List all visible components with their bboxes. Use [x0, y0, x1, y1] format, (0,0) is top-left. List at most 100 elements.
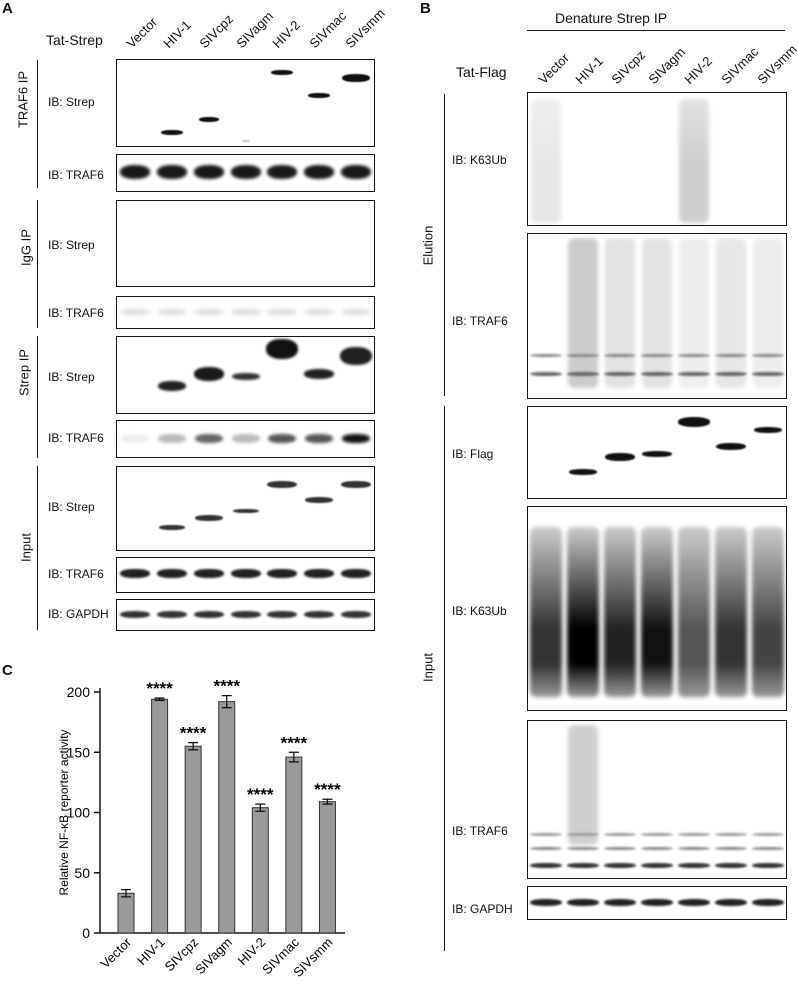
panel-b-title: Denature Strep IP: [555, 10, 668, 26]
panel-b-lane-label: SIVsmm: [754, 41, 798, 87]
blot-band: [193, 611, 224, 618]
blot-iggip-traf6: [116, 296, 375, 329]
blot-band: [230, 569, 261, 578]
bracket-strep-ip: [37, 336, 38, 458]
blot-band: [341, 74, 370, 82]
blot-band: [232, 509, 259, 513]
blot-smear: [677, 527, 710, 697]
blot-band: [231, 434, 260, 443]
blot-band: [230, 309, 261, 315]
blot-band: [157, 611, 188, 618]
blot-smear: [642, 238, 672, 388]
bar: [184, 745, 202, 934]
blot-band: [714, 847, 747, 850]
blot-label-input-gapdh-b: IB: GAPDH: [452, 902, 513, 916]
panel-a-lane-label: HIV-2: [269, 17, 303, 51]
panel-label-b: B: [420, 0, 431, 17]
blot-band: [157, 165, 188, 179]
blot-band: [753, 427, 782, 433]
blot-band: [303, 569, 334, 578]
blot-band: [530, 833, 563, 836]
y-tick-label: 200: [67, 684, 91, 700]
blot-traf6ip-strep: [116, 59, 375, 147]
blot-smear: [567, 527, 600, 697]
blot-band: [157, 569, 188, 578]
panel-a-lane-label: SIVcpz: [196, 11, 237, 51]
blot-label-iggip-traf6: IB: TRAF6: [48, 306, 104, 320]
blot-band: [677, 863, 710, 868]
panel-a-header: Tat-Strep: [46, 32, 103, 48]
blot-band: [677, 372, 710, 376]
panel-b-title-line: [527, 30, 785, 31]
blot-band: [157, 309, 188, 315]
blot-band: [271, 70, 294, 75]
blot-band: [194, 515, 223, 521]
y-tick-label: 150: [67, 744, 91, 760]
blot-band: [714, 863, 747, 868]
blot-smear: [753, 99, 783, 223]
panel-a-lane-label: SIVsmm: [342, 5, 388, 52]
bracket-input-b: [444, 406, 445, 951]
blot-band: [569, 469, 598, 475]
y-tick-label: 100: [67, 805, 91, 821]
panel-a-lane-label: HIV-1: [159, 17, 194, 51]
blot-label-strepip-strep: IB: Strep: [48, 370, 95, 384]
blot-band: [341, 434, 370, 443]
blot-input-flag: [527, 406, 787, 499]
blot-smear: [605, 238, 636, 388]
blot-band: [303, 369, 334, 379]
blot-band: [304, 434, 333, 443]
bar: [251, 807, 269, 934]
blot-band: [193, 569, 224, 578]
blot-label-input-gapdh: IB: GAPDH: [48, 607, 109, 621]
y-tick-label: 50: [74, 865, 90, 881]
blot-band: [307, 93, 330, 98]
blot-band: [267, 611, 298, 618]
panel-b-lane-label: SIVmac: [717, 44, 761, 87]
blot-smear: [642, 99, 672, 223]
blot-band: [567, 372, 600, 376]
significance-label: ****: [213, 677, 240, 696]
x-tick-label: SIVagm: [192, 935, 235, 978]
blot-input-k63: [527, 506, 787, 711]
blot-band: [567, 847, 600, 850]
significance-label: ****: [314, 780, 341, 799]
blot-band: [714, 372, 747, 376]
blot-smear: [716, 99, 746, 223]
blot-band: [641, 847, 673, 850]
blot-band: [267, 481, 298, 488]
bar: [151, 698, 169, 934]
blot-band: [340, 165, 371, 179]
blot-smear: [530, 527, 563, 697]
blot-band: [230, 165, 261, 179]
blot-band: [120, 569, 151, 578]
blot-band: [642, 451, 672, 457]
blot-band: [193, 165, 224, 179]
blot-band: [120, 165, 151, 179]
blot-band: [715, 443, 746, 450]
y-axis-label: Relative NF-κB reporter activity: [57, 729, 71, 895]
significance-label: ****: [146, 679, 173, 698]
blot-input-gapdh-b: [527, 886, 787, 920]
blot-smear: [568, 238, 599, 388]
x-tick-label: Vector: [97, 934, 134, 971]
panel-a-lane-label: SIVmac: [305, 8, 349, 51]
blot-input-strep: [116, 466, 375, 551]
blot-label-input-traf6: IB: TRAF6: [48, 567, 104, 581]
group-traf6-ip: TRAF6 IP: [15, 70, 31, 129]
bracket-traf6-ip: [37, 60, 38, 188]
blot-band: [567, 354, 600, 357]
blot-band: [677, 899, 710, 906]
blot-smear: [605, 99, 635, 223]
blot-band: [677, 417, 710, 427]
significance-label: ****: [281, 733, 308, 752]
blot-smear: [568, 725, 599, 845]
blot-band: [303, 611, 334, 618]
panel-label-a: A: [2, 0, 13, 17]
blot-smear: [678, 238, 709, 388]
panel-b-lane-label: HIV-2: [681, 53, 715, 87]
blot-band: [604, 847, 637, 850]
blot-band: [604, 354, 637, 357]
blot-band: [641, 899, 673, 906]
panel-a-lane-label: Vector: [123, 14, 161, 52]
